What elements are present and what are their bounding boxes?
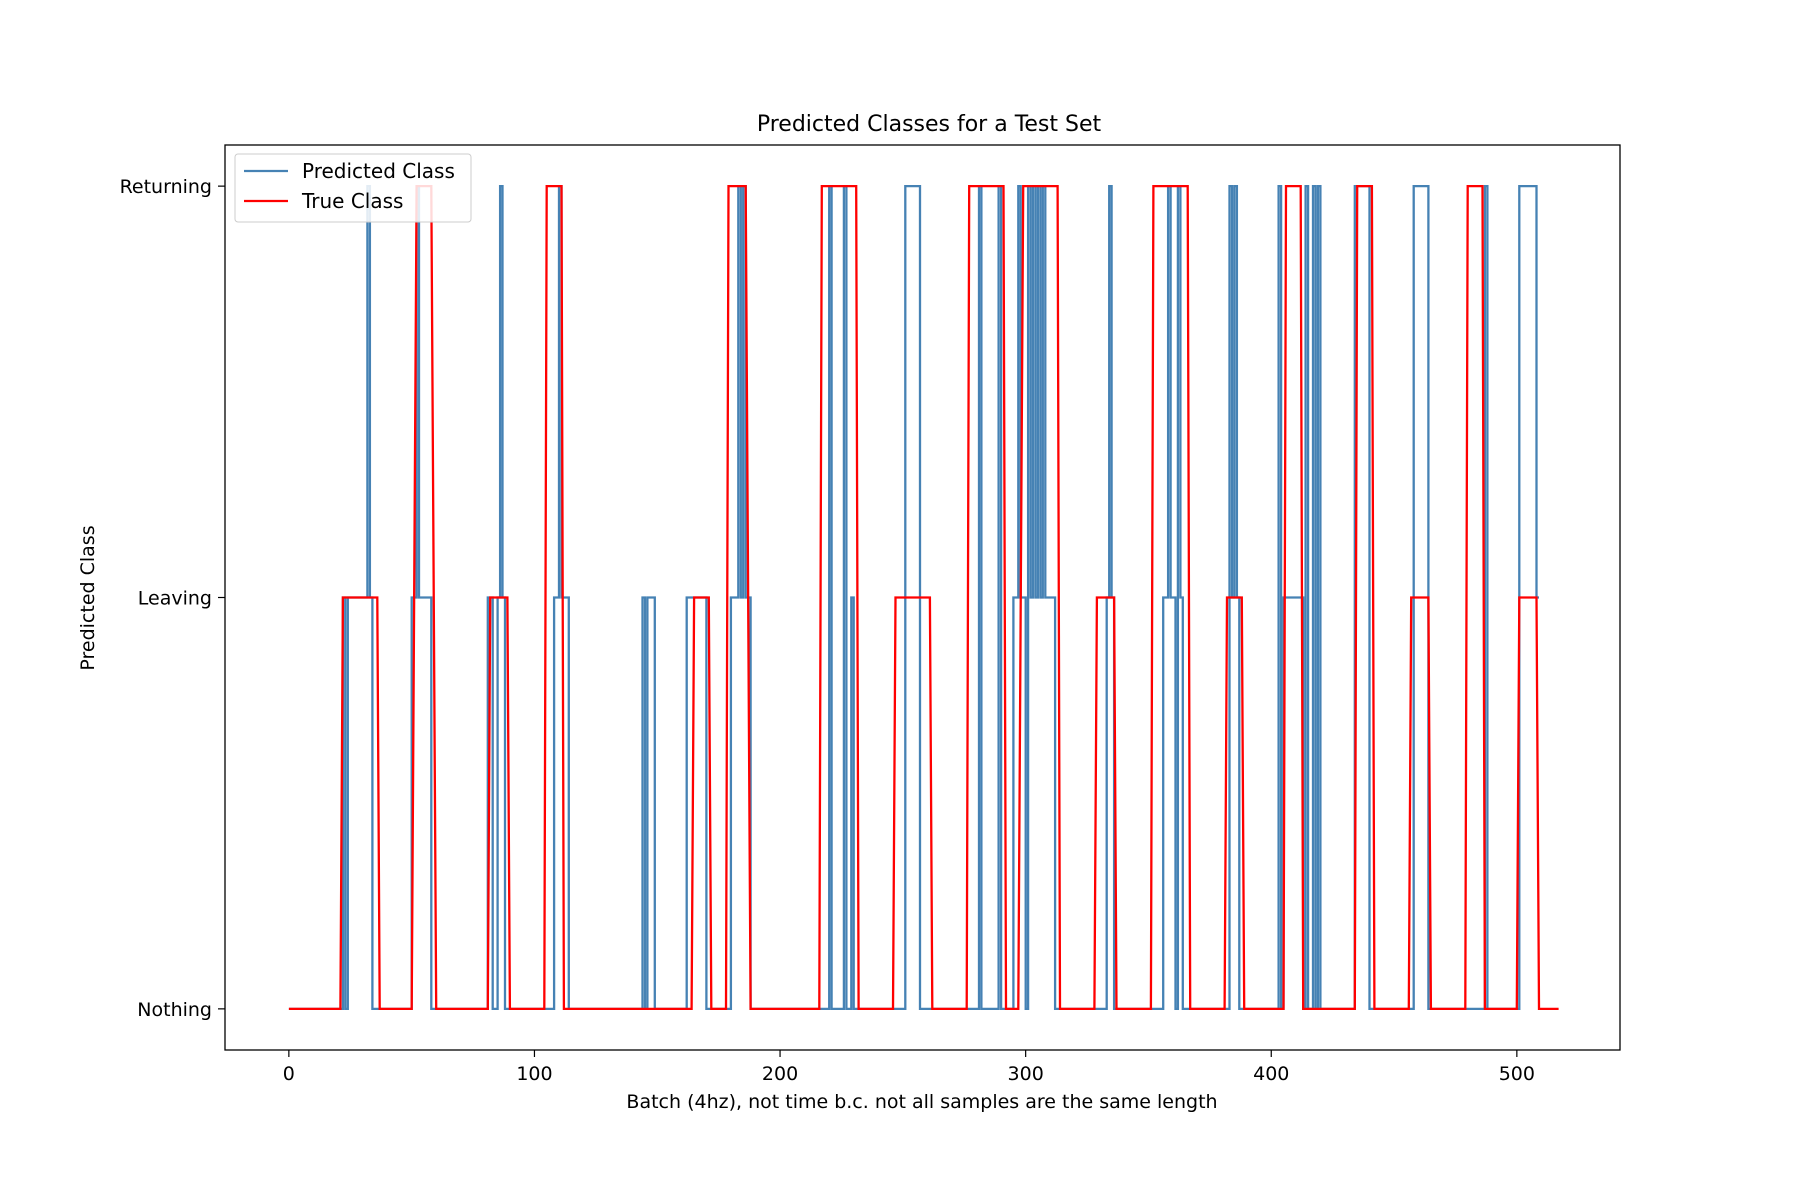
legend-box xyxy=(234,153,472,223)
x-tick-label: 100 xyxy=(516,1063,552,1085)
series-line-true-class xyxy=(288,184,1559,1011)
y-tick-label-leaving: Leaving xyxy=(138,588,212,610)
y-tick-label-nothing: Nothing xyxy=(137,999,212,1021)
x-tick-label: 200 xyxy=(762,1063,798,1085)
legend-label-predicted: Predicted Class xyxy=(302,159,455,183)
y-axis-label: Predicted Class xyxy=(77,525,99,670)
x-axis-label: Batch (4hz), not time b.c. not all sampl… xyxy=(626,1091,1217,1113)
x-tick-label: 500 xyxy=(1499,1063,1535,1085)
x-tick-label: 300 xyxy=(1008,1063,1044,1085)
y-tick-label-returning: Returning xyxy=(120,176,212,198)
y-axis-ticks: Nothing Leaving Returning xyxy=(120,176,225,1021)
chart-title: Predicted Classes for a Test Set xyxy=(757,112,1102,137)
x-tick-label: 0 xyxy=(283,1063,295,1085)
legend-label-true: True Class xyxy=(301,189,403,213)
legend: Predicted Class True Class xyxy=(234,153,472,223)
x-axis-ticks: 0 100 200 300 400 500 xyxy=(283,1050,1535,1085)
plot-lines xyxy=(288,184,1559,1011)
x-tick-label: 400 xyxy=(1253,1063,1289,1085)
